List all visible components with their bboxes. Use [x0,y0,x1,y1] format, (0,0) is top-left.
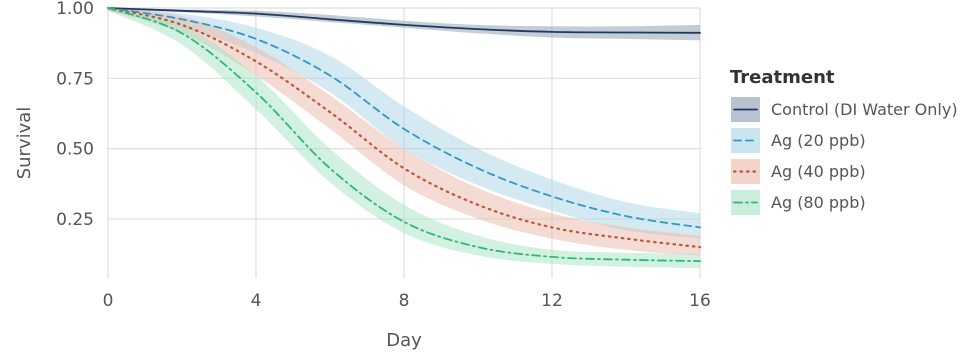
legend-label-0: Control (DI Water Only) [771,100,958,119]
x-tick-label-1: 4 [251,291,262,311]
y-tick-label-3: 1.00 [56,0,94,19]
line-series-3 [107,7,701,262]
line-series-0 [107,7,701,34]
y-tick-label-1: 0.50 [56,140,94,160]
y-tick-label-2: 0.75 [56,69,94,89]
x-axis-ticks: 0 4 8 12 16 [103,291,711,311]
y-tick-label-0: 0.25 [56,210,94,230]
x-tick-label-2: 8 [399,291,410,311]
series-lines [106,6,702,262]
legend: Treatment Control (DI Water Only) Ag (20 … [730,67,958,215]
y-axis-ticks: 0.25 0.50 0.75 1.00 [56,0,94,230]
x-axis-label: Day [386,330,422,351]
band-series-3 [108,8,700,269]
band-series-2 [108,8,700,256]
legend-label-3: Ag (80 ppb) [771,193,866,212]
legend-label-2: Ag (40 ppb) [771,162,866,181]
y-axis-label: Survival [14,107,35,180]
line-series-1 [107,7,701,229]
legend-title: Treatment [730,67,835,88]
x-tick-label-4: 16 [689,291,711,311]
x-tick-label-3: 12 [541,291,563,311]
x-tick-label-0: 0 [103,291,114,311]
band-series-1 [108,8,700,239]
legend-label-1: Ag (20 ppb) [771,131,866,150]
